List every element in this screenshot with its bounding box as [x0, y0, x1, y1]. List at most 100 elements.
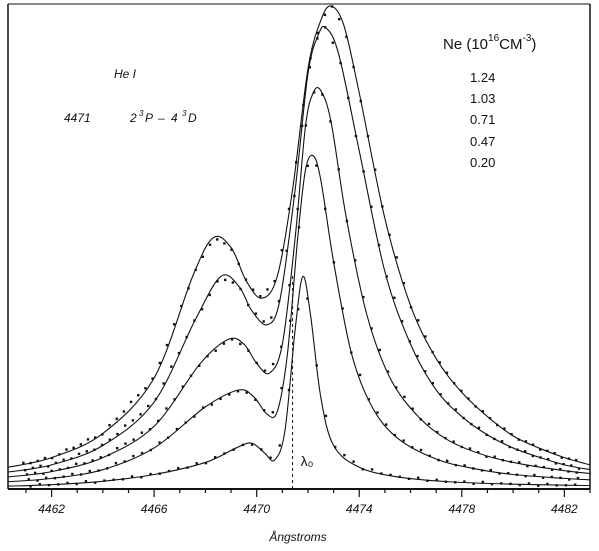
data-point	[123, 460, 126, 463]
data-point	[428, 454, 431, 458]
data-point	[547, 457, 550, 461]
data-point	[555, 484, 558, 487]
data-point	[91, 459, 94, 462]
data-point	[167, 436, 170, 439]
data-point	[122, 410, 126, 413]
data-point	[231, 281, 235, 284]
data-point	[262, 320, 265, 323]
data-point	[463, 464, 466, 467]
data-point	[181, 385, 185, 388]
data-point	[416, 354, 419, 358]
data-point	[388, 233, 391, 236]
data-point	[452, 440, 455, 443]
data-point	[288, 283, 291, 287]
data-point	[435, 478, 438, 482]
data-point	[77, 452, 81, 456]
data-point	[271, 362, 275, 366]
data-point	[250, 443, 254, 446]
data-point	[175, 427, 179, 431]
data-point	[445, 371, 449, 375]
data-point	[409, 306, 413, 309]
data-point	[477, 451, 480, 454]
data-point	[108, 423, 111, 427]
data-point	[58, 453, 61, 456]
data-point	[296, 207, 299, 211]
transition-upper-term: D	[188, 111, 197, 125]
data-point	[400, 320, 404, 323]
data-point	[297, 308, 300, 311]
data-point	[223, 278, 227, 282]
data-point	[524, 474, 527, 478]
data-point	[309, 56, 312, 60]
data-point	[259, 295, 262, 298]
data-point	[359, 99, 362, 103]
data-point	[384, 423, 388, 426]
data-point	[245, 391, 248, 394]
data-point	[376, 411, 379, 414]
lambda0-label: λ₀	[301, 453, 314, 469]
data-point	[84, 480, 88, 483]
x-tick-label: 4462	[38, 502, 65, 516]
data-point	[254, 398, 257, 401]
data-point	[151, 377, 154, 380]
data-point	[402, 282, 406, 285]
legend-entry: 0.47	[470, 134, 495, 149]
data-point	[123, 424, 127, 427]
data-point	[338, 17, 341, 21]
data-point	[100, 443, 104, 447]
data-point	[223, 242, 226, 245]
data-point	[419, 418, 422, 421]
data-point	[121, 478, 125, 481]
data-point	[269, 456, 272, 459]
data-point	[302, 103, 305, 107]
data-point	[495, 423, 499, 427]
data-point	[158, 472, 161, 475]
data-point	[517, 438, 520, 441]
data-point	[370, 327, 373, 330]
data-point	[287, 207, 291, 211]
data-point	[472, 467, 475, 470]
data-point	[201, 406, 205, 409]
data-point	[230, 248, 233, 251]
data-point	[165, 343, 169, 347]
data-point	[438, 361, 441, 364]
series-line	[7, 25, 591, 473]
data-point	[193, 415, 196, 418]
data-point	[198, 364, 201, 367]
data-point	[541, 476, 545, 479]
data-point	[367, 398, 370, 401]
data-point	[498, 472, 501, 475]
data-point	[278, 444, 281, 447]
data-point	[285, 249, 288, 252]
data-point	[43, 456, 47, 460]
data-point	[516, 448, 519, 451]
legend-title-prefix: Ne (10	[443, 36, 488, 53]
data-point	[402, 439, 405, 442]
data-point	[321, 93, 324, 96]
data-point	[564, 484, 568, 487]
data-point	[27, 478, 30, 481]
data-point	[86, 438, 90, 441]
x-tick-label: 4474	[346, 502, 373, 516]
data-point	[531, 454, 535, 458]
data-point	[460, 445, 464, 449]
data-point	[289, 319, 292, 322]
data-point	[474, 405, 477, 408]
series-line	[7, 87, 591, 478]
transition-lower-sup: 3	[139, 109, 144, 118]
data-point	[62, 458, 65, 461]
data-point	[247, 349, 250, 352]
x-axis-label: Ångstroms	[268, 529, 326, 544]
data-point	[108, 438, 111, 441]
data-point	[97, 469, 100, 472]
data-point	[341, 307, 344, 310]
transition-dash: –	[157, 111, 165, 125]
data-point	[403, 395, 406, 399]
data-point	[177, 351, 181, 355]
transition-upper: 4	[171, 111, 178, 125]
data-point	[352, 65, 355, 69]
data-point	[345, 35, 348, 39]
data-point	[204, 461, 208, 465]
data-point	[515, 473, 519, 476]
data-point	[148, 428, 152, 431]
